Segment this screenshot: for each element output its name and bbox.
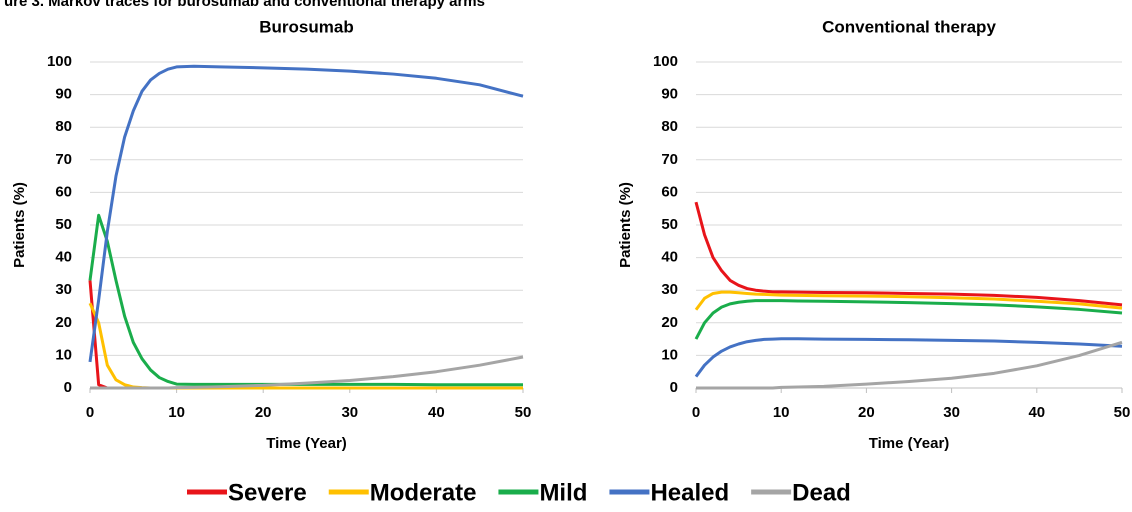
y-tick-label: 40 — [55, 249, 72, 266]
series-line: Healed — [694, 337, 1123, 378]
series-line: Dead — [90, 355, 524, 390]
y-tick-label: 20 — [55, 314, 72, 331]
y-tick-label: 10 — [661, 346, 678, 363]
chart-title: Burosumab — [259, 17, 353, 36]
x-tick-label: 40 — [1028, 404, 1045, 421]
series-line: Severe — [694, 201, 1123, 307]
x-tick-label: 20 — [255, 404, 272, 421]
y-tick-label: 0 — [670, 379, 678, 396]
y-tick-label: 70 — [55, 151, 72, 168]
x-tick-label: 0 — [86, 404, 94, 421]
y-tick-label: 30 — [55, 281, 72, 298]
series-line: Mild — [694, 299, 1123, 340]
y-axis-label: Patients (%) — [11, 182, 28, 268]
x-tick-label: 10 — [168, 404, 185, 421]
chart-title: Conventional therapy — [822, 17, 996, 36]
y-tick-label: 100 — [47, 53, 72, 70]
y-tick-label: 60 — [661, 183, 678, 200]
figure-title: ure 3. Markov traces for burosumab and c… — [4, 0, 485, 10]
x-tick-label: 0 — [692, 404, 700, 421]
y-tick-label: 70 — [661, 151, 678, 168]
y-tick-label: 0 — [64, 379, 72, 396]
y-tick-label: 10 — [55, 346, 72, 363]
x-tick-label: 40 — [428, 404, 445, 421]
legend-label: Dead — [792, 479, 851, 506]
x-tick-label: 20 — [858, 404, 875, 421]
series-line: Mild — [88, 213, 523, 387]
y-tick-label: 50 — [661, 216, 678, 233]
series-line: Moderate — [694, 290, 1123, 311]
x-tick-label: 50 — [515, 404, 532, 421]
y-tick-label: 30 — [661, 281, 678, 298]
x-tick-label: 50 — [1114, 404, 1131, 421]
y-tick-label: 60 — [55, 183, 72, 200]
y-tick-label: 90 — [55, 86, 72, 103]
x-tick-label: 30 — [341, 404, 358, 421]
legend-label: Healed — [650, 479, 729, 506]
y-tick-label: 100 — [653, 53, 678, 70]
y-tick-label: 90 — [661, 86, 678, 103]
y-tick-label: 20 — [661, 314, 678, 331]
x-axis-label: Time (Year) — [869, 435, 950, 452]
y-tick-label: 50 — [55, 216, 72, 233]
x-tick-label: 30 — [943, 404, 960, 421]
legend-label: Moderate — [370, 479, 477, 506]
series-line: Healed — [88, 64, 524, 363]
y-axis-label: Patients (%) — [617, 182, 634, 268]
x-tick-label: 10 — [773, 404, 790, 421]
y-tick-label: 40 — [661, 249, 678, 266]
y-tick-label: 80 — [661, 118, 678, 135]
y-tick-label: 80 — [55, 118, 72, 135]
x-axis-label: Time (Year) — [266, 435, 347, 452]
series-line: Dead — [696, 340, 1123, 390]
legend-label: Severe — [228, 479, 307, 506]
legend-label: Mild — [539, 479, 587, 506]
